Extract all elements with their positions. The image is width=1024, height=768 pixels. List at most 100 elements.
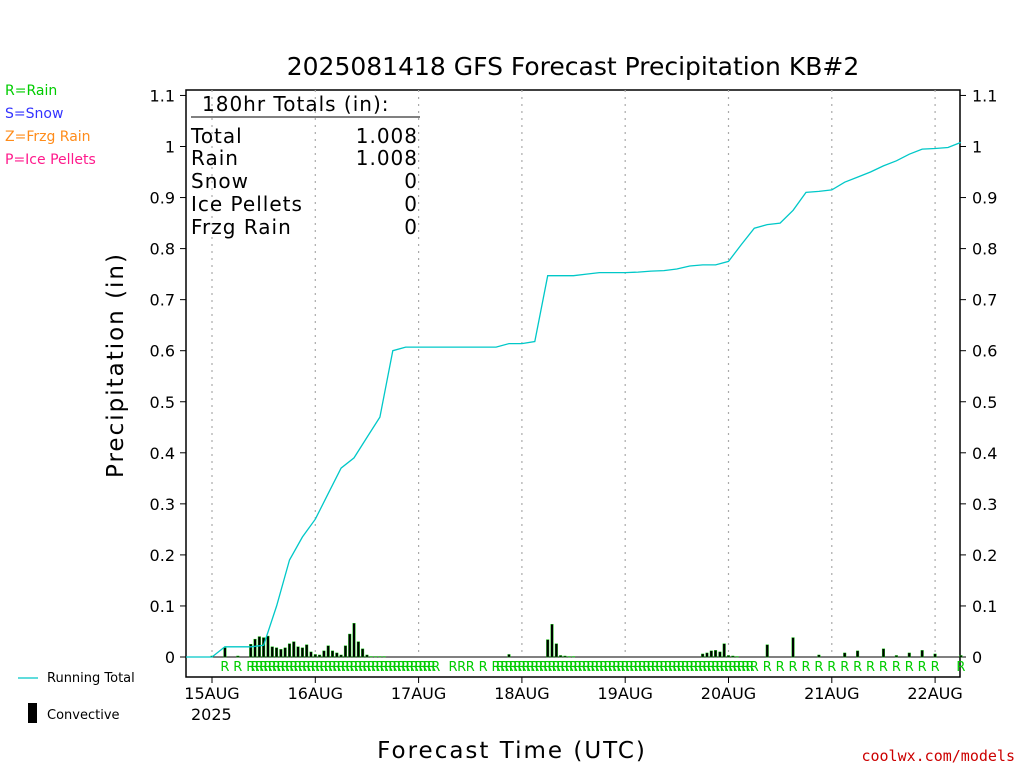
y-tick-label-right: 0.5 <box>972 393 997 412</box>
rain-marker: R <box>750 660 759 675</box>
rain-marker: R <box>285 660 294 675</box>
convective-bar <box>714 650 718 658</box>
rain-marker: R <box>603 660 612 675</box>
y-tick-label-left: 0.9 <box>150 189 175 208</box>
convective-bar <box>275 647 279 658</box>
convective-bar <box>933 653 937 658</box>
totals-value-rain: 1.008 <box>356 146 418 170</box>
rain-marker: R <box>866 660 875 675</box>
x-year-label: 2025 <box>191 705 232 724</box>
rain-marker: R <box>556 660 565 675</box>
rain-marker: R <box>517 660 526 675</box>
convective-bar <box>313 654 317 658</box>
rain-marker: R <box>789 660 798 675</box>
rain-marker: R <box>449 660 458 675</box>
convective-bar <box>507 654 511 658</box>
rain-marker: R <box>737 660 746 675</box>
rain-marker: R <box>397 660 406 675</box>
convective-bar <box>563 655 567 658</box>
rain-marker: R <box>745 660 754 675</box>
rain-marker: R <box>418 660 427 675</box>
rain-marker: R <box>711 660 720 675</box>
totals-label-snow: Snow <box>191 169 249 193</box>
rain-marker: R <box>246 660 255 675</box>
rain-marker: R <box>724 660 733 675</box>
y-tick-label-left: 0.1 <box>150 597 175 616</box>
rain-marker: R <box>616 660 625 675</box>
y-tick-label-left: 1.1 <box>150 86 175 105</box>
convective-bar <box>791 637 795 658</box>
rain-marker: R <box>251 660 260 675</box>
convective-bar <box>727 655 731 658</box>
y-tick-label-right: 0.6 <box>972 342 997 361</box>
y-tick-label-left: 0 <box>165 648 175 667</box>
rain-marker: R <box>539 660 548 675</box>
totals-label-rain: Rain <box>191 146 239 170</box>
day-gridlines <box>211 90 936 657</box>
totals-value-frzg-rain: 0 <box>404 215 418 239</box>
convective-bar <box>356 641 360 658</box>
rain-marker: R <box>612 660 621 675</box>
convective-bar <box>920 650 924 658</box>
rain-marker: R <box>578 660 587 675</box>
rain-marker: R <box>457 660 466 675</box>
rain-marker: R <box>621 660 630 675</box>
rain-marker: R <box>840 660 849 675</box>
rain-marker: R <box>681 660 690 675</box>
y-tick-label-right: 1 <box>972 138 982 157</box>
convective-bar <box>253 638 257 658</box>
rain-marker: R <box>311 660 320 675</box>
rain-marker: R <box>569 660 578 675</box>
rain-marker: R <box>315 660 324 675</box>
convective-bar <box>322 650 326 658</box>
rain-marker: R <box>608 660 617 675</box>
rain-marker: R <box>337 660 346 675</box>
convective-bar <box>335 652 339 658</box>
rain-marker: R <box>668 660 677 675</box>
rain-marker: R <box>272 660 281 675</box>
y-tick-label-left: 1 <box>165 138 175 157</box>
rain-marker: R <box>634 660 643 675</box>
rain-marker: R <box>659 660 668 675</box>
rain-marker: R <box>629 660 638 675</box>
rain-marker: R <box>513 660 522 675</box>
rain-marker: R <box>599 660 608 675</box>
convective-bar <box>907 652 911 658</box>
rain-marker: R <box>220 660 229 675</box>
rain-marker: R <box>552 660 561 675</box>
y-axis-left: 0 0.1 0.2 0.3 0.4 0.5 0.6 0.7 0.8 0.9 1 1.1 <box>150 86 186 667</box>
convective-bars <box>210 623 963 658</box>
rain-marker: R <box>595 660 604 675</box>
rain-marker: R <box>233 660 242 675</box>
rain-marker: R <box>647 660 656 675</box>
rain-marker: R <box>345 660 354 675</box>
rain-marker: R <box>380 660 389 675</box>
rain-marker: R <box>548 660 557 675</box>
convective-bar <box>731 655 735 658</box>
rain-marker: R <box>879 660 888 675</box>
convective-bar <box>550 624 554 658</box>
convective-bar <box>326 645 330 658</box>
rain-marker: R <box>591 660 600 675</box>
y-tick-label-right: 0.3 <box>972 495 997 514</box>
rain-marker: R <box>733 660 742 675</box>
rain-marker: R <box>625 660 634 675</box>
rain-marker: R <box>690 660 699 675</box>
rain-marker: R <box>371 660 380 675</box>
rain-marker: R <box>302 660 311 675</box>
convective-bar <box>352 623 356 658</box>
convective-bar <box>382 656 386 658</box>
totals-value-snow: 0 <box>404 169 418 193</box>
rain-marker: R <box>582 660 591 675</box>
x-tick-label: 16AUG <box>288 684 343 703</box>
convective-bar <box>765 644 769 658</box>
convective-bar <box>348 633 352 658</box>
rain-marker: R <box>776 660 785 675</box>
rain-marker: R <box>362 660 371 675</box>
convective-bar <box>279 649 283 658</box>
rain-marker: R <box>324 660 333 675</box>
totals-value-ice-pellets: 0 <box>404 192 418 216</box>
rain-marker: R <box>677 660 686 675</box>
rain-marker: R <box>560 660 569 675</box>
y-axis-right: 0 0.1 0.2 0.3 0.4 0.5 0.6 0.7 0.8 0.9 1 1.1 <box>960 86 997 667</box>
